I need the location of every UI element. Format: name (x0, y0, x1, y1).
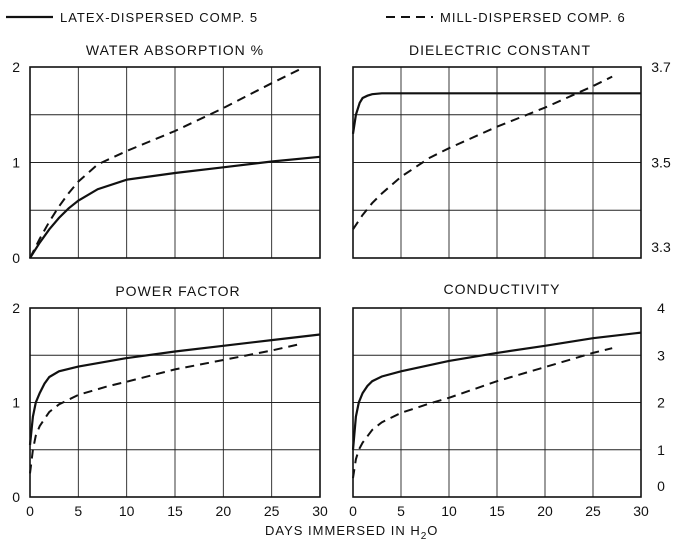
x-axis-label-subscript: 2 (421, 531, 428, 542)
plot-frame (29, 307, 321, 498)
y-tick-label: 1 (12, 155, 20, 171)
y-tick-label: 0 (12, 250, 20, 266)
panel-title: CONDUCTIVITY (444, 281, 561, 297)
panel-title: DIELECTRIC CONSTANT (409, 42, 591, 58)
x-tick-label: 30 (633, 503, 649, 519)
y-tick-label: 0 (657, 478, 665, 494)
series-line-mill-dispersed-comp-6 (29, 342, 301, 474)
x-axis-label-tail: O (427, 523, 438, 538)
x-tick-label: 30 (312, 503, 328, 519)
x-tick-label: 0 (26, 503, 34, 519)
x-tick-label: 0 (349, 503, 357, 519)
series-line-latex-dispersed-comp-5 (29, 155, 321, 259)
series-line-mill-dispersed-comp-6 (352, 347, 613, 479)
plot-frame (352, 66, 642, 259)
series-line-latex-dispersed-comp-5 (351, 92, 641, 134)
y-tick-label: 3.7 (651, 59, 671, 75)
x-axis-label: DAYS IMMERSED IN H2O (265, 523, 438, 542)
x-tick-label: 10 (119, 503, 135, 519)
y-tick-label: 3 (657, 347, 665, 363)
x-tick-label: 20 (537, 503, 553, 519)
y-tick-label: 4 (657, 300, 665, 316)
x-tick-label: 15 (167, 503, 183, 519)
x-tick-label: 5 (397, 503, 405, 519)
panel-title: WATER ABSORPTION % (86, 42, 264, 58)
series-line-latex-dispersed-comp-5 (351, 331, 642, 450)
y-tick-label: 2 (657, 395, 665, 411)
y-tick-label: 2 (12, 59, 20, 75)
plot-frame (352, 307, 642, 498)
x-tick-label: 10 (441, 503, 457, 519)
series-line-mill-dispersed-comp-6 (29, 68, 302, 259)
y-tick-label: 3.5 (651, 155, 671, 171)
panel-water-absorption: WATER ABSORPTION % 2 1 0 (12, 42, 321, 266)
y-tick-label: 3.3 (651, 239, 671, 255)
plot-frame (29, 66, 321, 259)
panel-title: POWER FACTOR (115, 283, 240, 299)
x-tick-label: 25 (585, 503, 601, 519)
x-tick-label: 15 (489, 503, 505, 519)
y-tick-label: 1 (12, 395, 20, 411)
x-tick-label: 25 (264, 503, 280, 519)
legend-dashed-label: MILL-DISPERSED COMP. 6 (440, 10, 626, 25)
series-line-latex-dispersed-comp-5 (28, 333, 321, 446)
series-line-mill-dispersed-comp-6 (352, 75, 613, 230)
x-tick-label: 5 (74, 503, 82, 519)
y-tick-label: 0 (12, 489, 20, 505)
panel-dielectric-constant: DIELECTRIC CONSTANT 3.7 3.5 3.3 (351, 42, 671, 259)
x-tick-label: 20 (216, 503, 232, 519)
legend-solid-label: LATEX-DISPERSED COMP. 5 (60, 10, 258, 25)
legend: LATEX-DISPERSED COMP. 5 MILL-DISPERSED C… (6, 10, 626, 25)
x-axis-label-main: DAYS IMMERSED IN H (265, 523, 421, 538)
y-tick-label: 1 (657, 442, 665, 458)
y-tick-label: 2 (12, 300, 20, 316)
